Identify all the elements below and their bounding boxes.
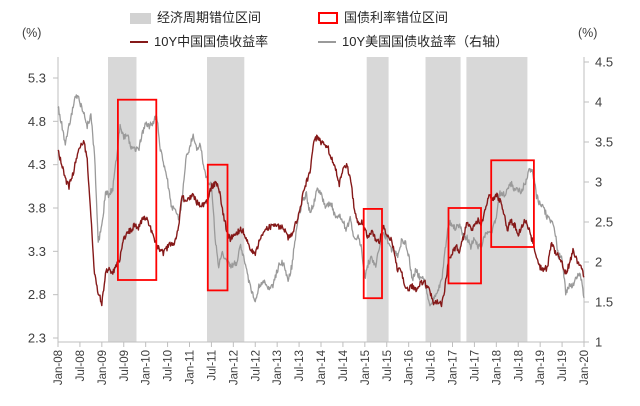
right-axis-tick-label: 3 (595, 175, 602, 190)
rate-mismatch-box (490, 159, 535, 248)
rate-mismatch-box (447, 207, 482, 285)
x-axis-tick-label: Jan-15 (360, 350, 372, 385)
x-axis-tick-label: Jul-10 (163, 350, 175, 381)
left-axis-tick-label: 4.8 (28, 114, 46, 129)
right-axis-tick-label: 1 (595, 335, 602, 350)
right-axis-unit: (%) (578, 26, 598, 40)
economic-cycle-band (366, 57, 389, 342)
us-yield-line (57, 94, 585, 307)
x-axis-tick-label: Jan-16 (404, 350, 416, 385)
left-axis-tick-label: 4.3 (28, 157, 46, 172)
right-axis-tick-label: 4 (595, 95, 602, 110)
x-axis-tick-label: Jul-13 (294, 350, 306, 381)
us-line-label: 10Y美国国债收益率（右轴） (342, 34, 509, 49)
legend-item-us-line: 10Y美国国债收益率（右轴） (318, 35, 508, 49)
rate-box-swatch (318, 12, 338, 24)
left-axis-tick-label: 3.8 (28, 201, 46, 216)
left-axis-tick-label: 2.8 (28, 287, 46, 302)
left-axis-tick-label: 2.3 (28, 331, 46, 346)
economic-cycle-band (466, 57, 528, 342)
left-axis-tick-label: 5.3 (28, 71, 46, 86)
right-axis-tick-label: 2.5 (595, 215, 613, 230)
x-axis-tick-label: Jan-09 (97, 350, 109, 385)
economic-cycle-band (207, 57, 245, 342)
x-axis-tick-label: Jul-11 (206, 350, 218, 380)
x-axis-tick-label: Jan-18 (491, 350, 503, 385)
china-line-label: 10Y中国国债收益率 (154, 34, 269, 49)
right-axis-tick-label: 4.5 (595, 55, 613, 70)
x-axis-tick-label: Jan-20 (579, 350, 591, 385)
x-axis-tick-label: Jul-14 (338, 349, 350, 381)
x-axis-tick-label: Jan-13 (272, 350, 284, 385)
x-axis-tick-label: Jan-11 (185, 350, 197, 384)
x-axis-tick-label: Jul-08 (75, 350, 87, 381)
legend-item-economic-band: 经济周期错位区间 (130, 11, 261, 25)
us-line-swatch (318, 41, 336, 43)
legend-item-china-line: 10Y中国国债收益率 (130, 35, 268, 49)
right-axis-tick-label: 3.5 (595, 135, 613, 150)
rate-mismatch-box (206, 163, 229, 292)
right-axis-tick-label: 1.5 (595, 295, 613, 310)
x-axis-tick-label: Jul-17 (469, 350, 481, 381)
left-axis-tick-label: 3.3 (28, 244, 46, 259)
rate-mismatch-box (362, 207, 383, 300)
rate-box-label: 国债利率错位区间 (344, 10, 449, 25)
x-axis-tick-label: Jan-19 (535, 350, 547, 385)
economic-band-swatch (130, 12, 151, 24)
x-axis-tick-label: Jul-15 (382, 350, 394, 381)
x-axis-tick-label: Jul-09 (119, 350, 131, 381)
x-axis-tick-label: Jan-08 (53, 350, 65, 385)
china-yield-line (57, 134, 585, 308)
rate-mismatch-box (117, 98, 158, 281)
economic-cycle-band (108, 57, 137, 342)
x-axis-tick-label: Jan-17 (448, 350, 460, 385)
x-axis-tick-label: Jul-19 (557, 350, 569, 381)
legend-item-rate-box: 国债利率错位区间 (318, 11, 448, 25)
economic-band-label: 经济周期错位区间 (157, 10, 262, 25)
right-axis-tick-label: 2 (595, 255, 602, 270)
china-line-swatch (130, 41, 148, 43)
x-axis-tick-label: Jul-16 (426, 350, 438, 381)
x-axis-tick-label: Jan-12 (228, 350, 240, 385)
left-axis-unit: (%) (22, 26, 42, 40)
x-axis-tick-label: Jul-12 (250, 350, 262, 381)
x-axis-tick-label: Jul-18 (513, 350, 525, 381)
x-axis-tick-label: Jan-10 (141, 350, 153, 385)
x-axis-tick-label: Jan-14 (316, 349, 328, 385)
